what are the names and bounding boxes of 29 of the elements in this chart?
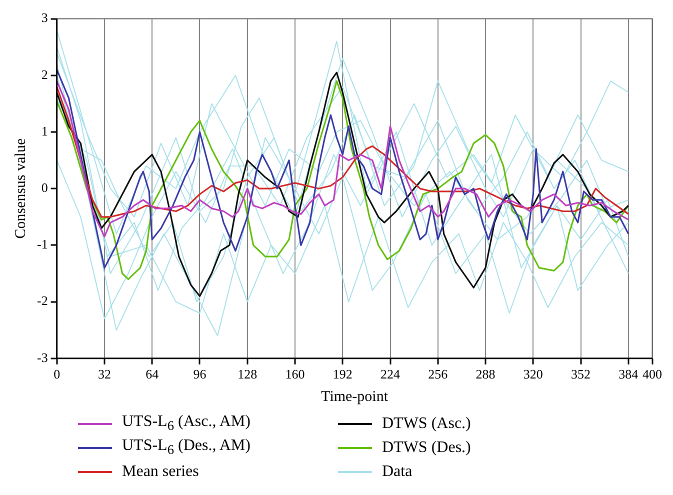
y-tick-label: -2	[36, 293, 48, 308]
y-axis-title: Consensus value	[12, 138, 29, 239]
y-tick-label: -3	[36, 350, 48, 365]
x-tick-label: 256	[428, 366, 448, 382]
legend-label: DTWS (Asc.)	[382, 415, 471, 433]
x-tick-label: 160	[285, 366, 305, 382]
x-tick-label: 400	[642, 366, 662, 382]
x-tick-label: 192	[332, 366, 352, 382]
y-tick-label: 0	[41, 180, 48, 196]
legend-label: UTS-L$_{6}$ (Asc., AM)	[122, 413, 250, 435]
x-tick-label: 128	[238, 366, 258, 382]
x-tick-label: 320	[523, 366, 543, 382]
x-tick-label: 384	[618, 366, 639, 382]
x-tick-label: 352	[571, 366, 591, 382]
x-tick-label: 32	[98, 366, 111, 382]
legend-label: UTS-L$_{6}$ (Des., AM)	[122, 437, 250, 459]
y-tick-label: 1	[41, 123, 48, 138]
y-tick-label: 2	[41, 66, 48, 82]
legend-label: Data	[382, 463, 412, 481]
x-tick-label: 96	[193, 366, 207, 382]
legend-label: Mean series	[122, 463, 199, 481]
legend-label: DTWS (Des.)	[382, 439, 471, 457]
x-tick-label: 0	[54, 366, 60, 382]
x-tick-label: 288	[476, 366, 496, 382]
x-axis-title: Time-point	[321, 388, 389, 405]
y-tick-label: -1	[36, 236, 48, 252]
y-tick-label: 3	[41, 10, 48, 26]
x-tick-label: 64	[146, 366, 160, 382]
x-tick-label: 224	[380, 366, 401, 382]
